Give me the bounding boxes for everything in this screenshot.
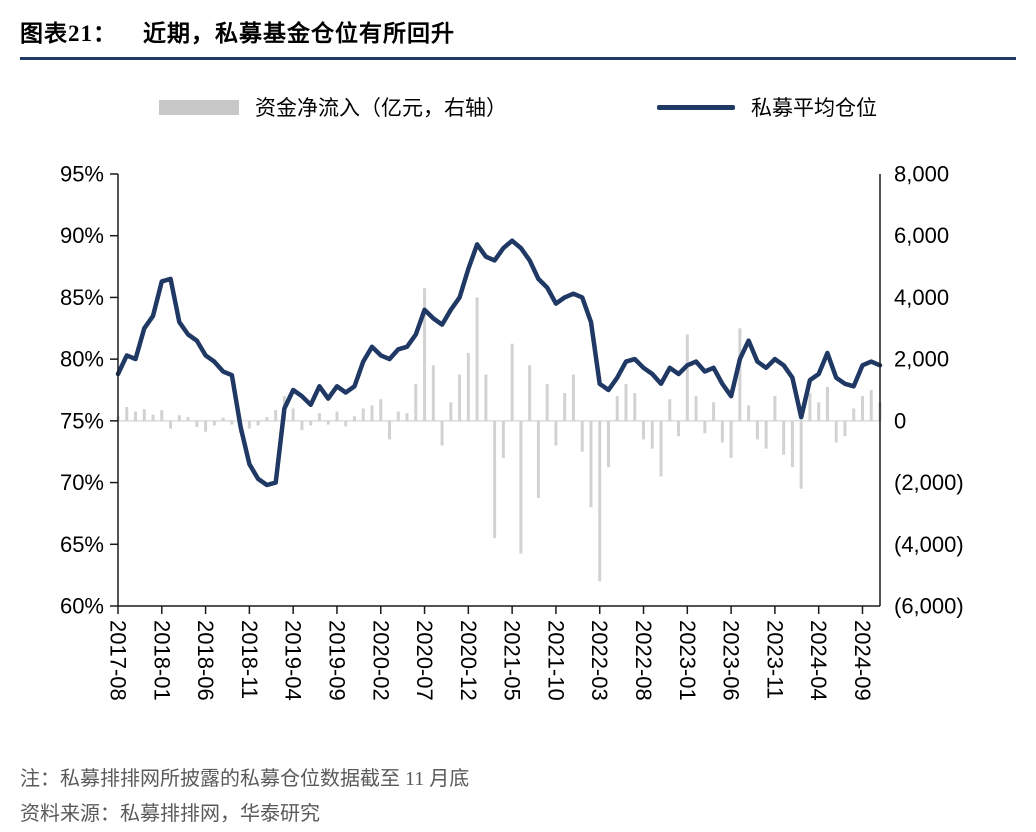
svg-text:2023-11: 2023-11 — [762, 620, 787, 699]
svg-text:65%: 65% — [60, 532, 104, 557]
svg-text:2024-04: 2024-04 — [806, 620, 831, 701]
svg-text:2021-10: 2021-10 — [543, 620, 568, 701]
note-line-1: 注：私募排排网所披露的私募仓位数据截至 11 月底 — [20, 768, 470, 790]
legend-label-net-inflow: 资金净流入（亿元，右轴） — [255, 96, 507, 120]
svg-text:(4,000): (4,000) — [894, 532, 964, 557]
svg-text:85%: 85% — [60, 285, 104, 310]
left-axis-labels: 95% 90% 85% 80% 75% 70% 65% 60% — [60, 162, 118, 619]
x-axis-labels: 2017-08 2018-01 2018-06 2018-11 2019-04 2019-… — [106, 606, 875, 701]
svg-text:(6,000): (6,000) — [894, 594, 964, 619]
svg-text:2,000: 2,000 — [894, 347, 949, 372]
svg-text:2022-08: 2022-08 — [631, 620, 656, 701]
legend-label-avg-position: 私募平均仓位 — [751, 96, 877, 120]
svg-text:90%: 90% — [60, 223, 104, 248]
chart-legend: 资金净流入（亿元，右轴） 私募平均仓位 — [0, 92, 1036, 122]
right-axis-labels: 8,000 6,000 4,000 2,000 0 (2,000) (4,000) (6,00… — [894, 162, 964, 619]
bar-swatch-icon — [159, 99, 239, 115]
net-inflow-bars — [116, 288, 882, 582]
svg-text:0: 0 — [894, 408, 906, 433]
svg-text:2023-01: 2023-01 — [675, 620, 700, 701]
figure-label: 图表21： — [20, 21, 117, 46]
svg-text:95%: 95% — [60, 162, 104, 187]
svg-text:2023-06: 2023-06 — [719, 620, 744, 701]
svg-text:2020-02: 2020-02 — [368, 620, 393, 701]
figure-title-text: 近期，私募基金仓位有所回升 — [143, 21, 455, 46]
title-divider — [20, 57, 1016, 60]
avg-position-line — [115, 238, 883, 488]
page-title: 图表21： 近期，私募基金仓位有所回升 — [20, 14, 1016, 48]
svg-text:2024-09: 2024-09 — [850, 620, 875, 701]
svg-text:2021-05: 2021-05 — [500, 620, 525, 701]
note-line-2: 资料来源：私募排排网，华泰研究 — [20, 803, 320, 825]
svg-text:60%: 60% — [60, 594, 104, 619]
legend-item-avg-position: 私募平均仓位 — [657, 92, 877, 122]
svg-text:2019-04: 2019-04 — [281, 620, 306, 701]
svg-text:2018-01: 2018-01 — [149, 620, 174, 701]
svg-text:2022-03: 2022-03 — [587, 620, 612, 701]
svg-text:2020-12: 2020-12 — [456, 620, 481, 701]
svg-text:2020-07: 2020-07 — [412, 620, 437, 701]
chart-area: 95% 90% 85% 80% 75% 70% 65% 60% 8,000 6,000 4,000 2… — [0, 138, 1036, 760]
chart-canvas: 95% 90% 85% 80% 75% 70% 65% 60% 8,000 6,000 4,000 2… — [60, 162, 964, 701]
axes — [117, 174, 881, 607]
svg-text:2018-11: 2018-11 — [237, 620, 262, 699]
figure-notes: 注：私募排排网所披露的私募仓位数据截至 11 月底 资料来源：私募排排网，华泰研… — [0, 760, 1036, 832]
svg-text:8,000: 8,000 — [894, 162, 949, 187]
svg-text:70%: 70% — [60, 470, 104, 495]
svg-text:75%: 75% — [60, 408, 104, 433]
svg-text:80%: 80% — [60, 347, 104, 372]
svg-text:2019-09: 2019-09 — [324, 620, 349, 701]
svg-text:2017-08: 2017-08 — [106, 620, 131, 701]
legend-item-net-inflow: 资金净流入（亿元，右轴） — [159, 92, 507, 122]
svg-text:(2,000): (2,000) — [894, 470, 964, 495]
svg-text:2018-06: 2018-06 — [193, 620, 218, 701]
line-swatch-icon — [657, 104, 735, 110]
svg-text:4,000: 4,000 — [894, 285, 949, 310]
figure-header: 图表21： 近期，私募基金仓位有所回升 — [0, 0, 1036, 60]
svg-text:6,000: 6,000 — [894, 223, 949, 248]
